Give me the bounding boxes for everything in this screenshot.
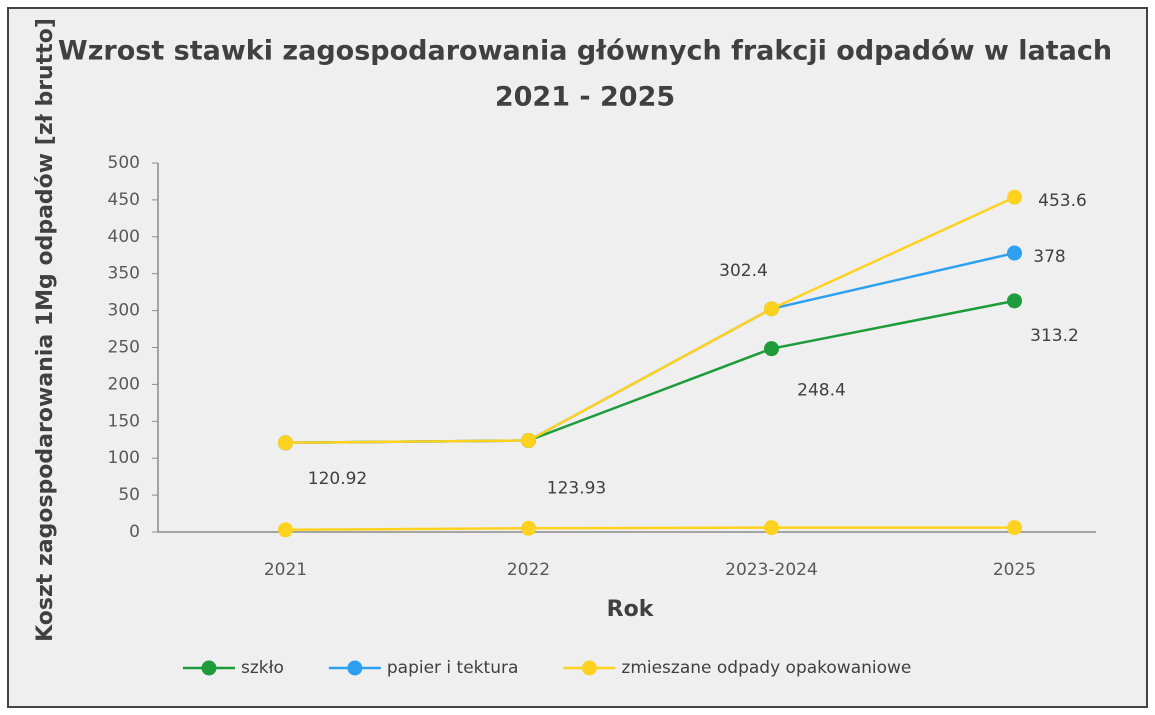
marker xyxy=(1007,245,1022,261)
legend-label: szkło xyxy=(241,658,284,678)
marker xyxy=(278,435,293,451)
legend-marker xyxy=(201,660,217,676)
chart-title: Wzrost stawki zagospodarowania głównych … xyxy=(58,36,1112,67)
x-tick-label: 2025 xyxy=(993,560,1036,580)
y-axis-label: Koszt zagospodarowania 1Mg odpadów [zł b… xyxy=(33,18,58,642)
marker xyxy=(1007,293,1022,309)
y-tick-label: 400 xyxy=(108,227,140,247)
line xyxy=(285,196,1016,445)
data-label: 123.93 xyxy=(547,479,606,499)
x-axis-label: Rok xyxy=(607,597,655,622)
legend-marker xyxy=(581,660,597,676)
legend-label: papier i tektura xyxy=(387,658,519,678)
y-tick-label: 150 xyxy=(108,411,140,431)
y-tick-label: 200 xyxy=(108,374,140,394)
marker xyxy=(764,301,779,317)
data-label: 248.4 xyxy=(797,381,846,401)
y-tick-label: 0 xyxy=(129,522,140,542)
y-tick-label: 350 xyxy=(108,264,140,284)
x-tick-label: 2022 xyxy=(507,560,550,580)
marker xyxy=(278,522,293,538)
x-tick-label: 2021 xyxy=(264,560,307,580)
marker xyxy=(1007,189,1022,205)
chart-background xyxy=(7,7,1148,708)
y-tick-label: 50 xyxy=(118,485,140,505)
y-tick-label: 100 xyxy=(108,448,140,468)
marker xyxy=(1007,520,1022,536)
marker xyxy=(764,520,779,536)
marker xyxy=(521,433,536,449)
y-tick-label: 500 xyxy=(108,153,140,173)
line xyxy=(285,526,1015,532)
chart-subtitle: 2021 - 2025 xyxy=(495,82,675,113)
data-label: 378 xyxy=(1033,247,1065,267)
data-label: 302.4 xyxy=(719,261,768,281)
data-label: 453.6 xyxy=(1038,191,1087,211)
y-tick-label: 250 xyxy=(108,338,140,358)
legend-marker xyxy=(347,660,363,676)
x-tick-label: 2023-2024 xyxy=(725,560,818,580)
y-tick-label: 300 xyxy=(108,301,140,321)
legend-label: zmieszane odpady opakowaniowe xyxy=(621,658,911,678)
data-label: 313.2 xyxy=(1030,326,1079,346)
marker xyxy=(764,341,779,357)
marker xyxy=(521,520,536,536)
data-label: 120.92 xyxy=(308,469,367,489)
y-tick-label: 450 xyxy=(108,190,140,210)
